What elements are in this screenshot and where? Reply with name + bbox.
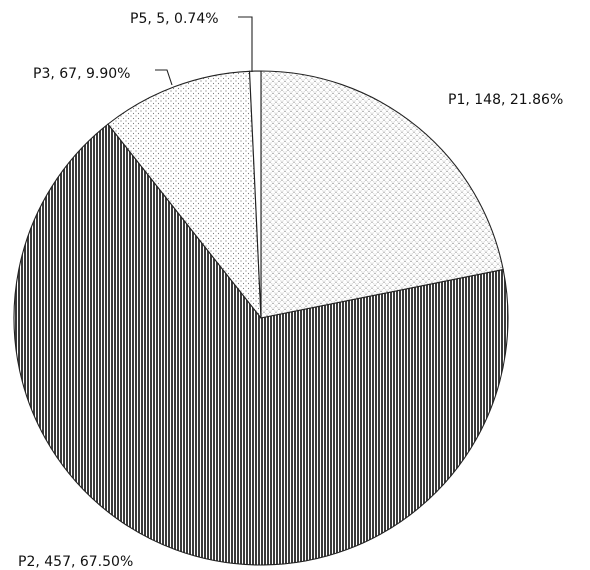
pie-labels: P1, 148, 21.86% P2, 457, 67.50% P3, 67, 9.… xyxy=(18,11,563,570)
slice-label-p1: P1, 148, 21.86% xyxy=(448,92,563,108)
pie-slice-p3 xyxy=(107,70,262,320)
leader-line-p5 xyxy=(238,16,253,72)
slice-label-p2: P2, 457, 67.50% xyxy=(18,554,133,570)
pie-slice-p1 xyxy=(260,70,504,319)
slice-label-p3: P3, 67, 9.90% xyxy=(33,66,130,82)
pie-slices xyxy=(13,70,509,566)
slice-label-p5: P5, 5, 0.74% xyxy=(130,11,219,27)
pie-slice-p5 xyxy=(248,70,262,319)
leader-line-p3 xyxy=(155,69,173,86)
pie-slice-p2 xyxy=(13,123,509,566)
